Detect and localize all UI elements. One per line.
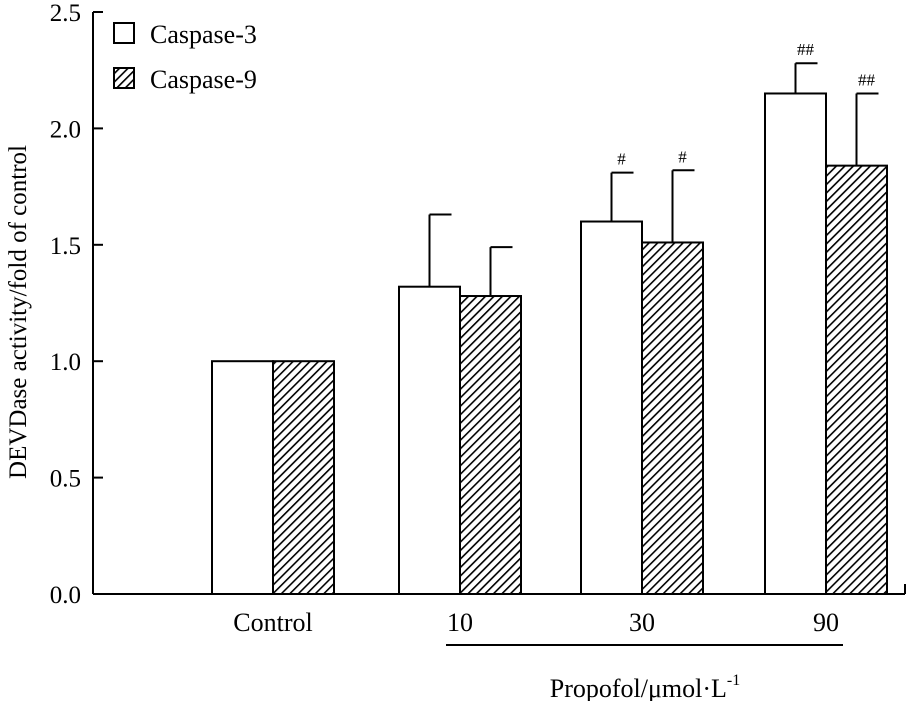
bar-caspase-3-10 xyxy=(398,285,461,595)
bar-caspase-3-30 xyxy=(580,220,643,596)
x-group-label-main: Propofol/μmol·L xyxy=(550,674,727,701)
bar-caspase-9-90 xyxy=(825,164,888,595)
significance-markers: ###### xyxy=(617,40,875,168)
y-axis-label: DEVDase activity/fold of control xyxy=(5,145,32,479)
significance-marker: ## xyxy=(797,40,815,59)
bar-caspase-3-control xyxy=(211,360,274,596)
x-tick-label: 10 xyxy=(447,608,473,637)
y-tick-label: 0.0 xyxy=(50,582,81,609)
y-tick-label: 1.0 xyxy=(50,349,81,376)
legend-swatch-caspase-3 xyxy=(113,22,135,44)
legend-label: Caspase-3 xyxy=(150,20,257,49)
x-tick-label: Control xyxy=(233,608,312,637)
bar-caspase-9-30 xyxy=(641,241,704,596)
x-group-label: Propofol/μmol·L-1 xyxy=(550,672,740,701)
y-tick-label: 2.0 xyxy=(50,116,81,143)
x-tick-label: 90 xyxy=(813,608,839,637)
bars xyxy=(211,92,888,596)
y-tick-label: 1.5 xyxy=(50,233,81,260)
bar-caspase-3-90 xyxy=(764,92,827,595)
y-tick-label: 0.5 xyxy=(50,466,81,493)
bar-caspase-9-10 xyxy=(459,295,522,595)
significance-marker: # xyxy=(678,147,687,166)
significance-marker: ## xyxy=(858,70,876,89)
legend: Caspase-3 Caspase-9 xyxy=(113,20,257,94)
legend-label: Caspase-9 xyxy=(150,65,257,94)
error-bars xyxy=(428,62,879,297)
bar-caspase-9-control xyxy=(272,360,335,596)
x-group-label-superscript: -1 xyxy=(727,672,740,689)
legend-swatch-caspase-9 xyxy=(113,67,135,89)
y-tick-label: 2.5 xyxy=(50,0,81,27)
y-axis: 0.0 0.5 1.0 1.5 2.0 2.5 xyxy=(50,0,103,609)
significance-marker: # xyxy=(617,150,626,169)
x-tick-label: 30 xyxy=(629,608,655,637)
